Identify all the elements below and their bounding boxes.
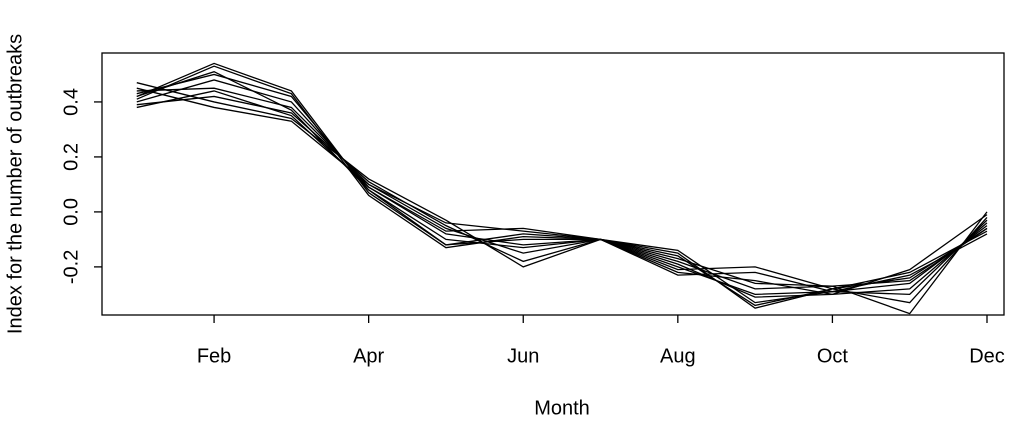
y-axis-label: Index for the number of outbreaks	[4, 34, 26, 334]
series-line	[136, 90, 988, 298]
series-line	[136, 62, 988, 309]
x-tick-label: Oct	[817, 345, 849, 367]
series-line	[136, 70, 988, 287]
x-tick-label: Feb	[197, 345, 231, 367]
series-line	[136, 65, 988, 304]
x-tick-label: Apr	[353, 345, 384, 367]
x-axis-label: Month	[534, 397, 590, 419]
y-tick-label: 0.4	[60, 88, 82, 116]
series-line	[136, 73, 988, 307]
x-tick-label: Aug	[660, 345, 696, 367]
y-tick-label: -0.2	[60, 250, 82, 284]
x-tick-label: Dec	[969, 345, 1005, 367]
x-tick-label: Jun	[507, 345, 539, 367]
series-line	[136, 95, 988, 296]
plot-box	[101, 52, 1005, 316]
series-line	[136, 87, 988, 315]
series-line	[136, 82, 988, 304]
y-tick-label: 0.0	[60, 198, 82, 226]
y-tick-label: 0.2	[60, 143, 82, 171]
series-line	[136, 87, 988, 296]
